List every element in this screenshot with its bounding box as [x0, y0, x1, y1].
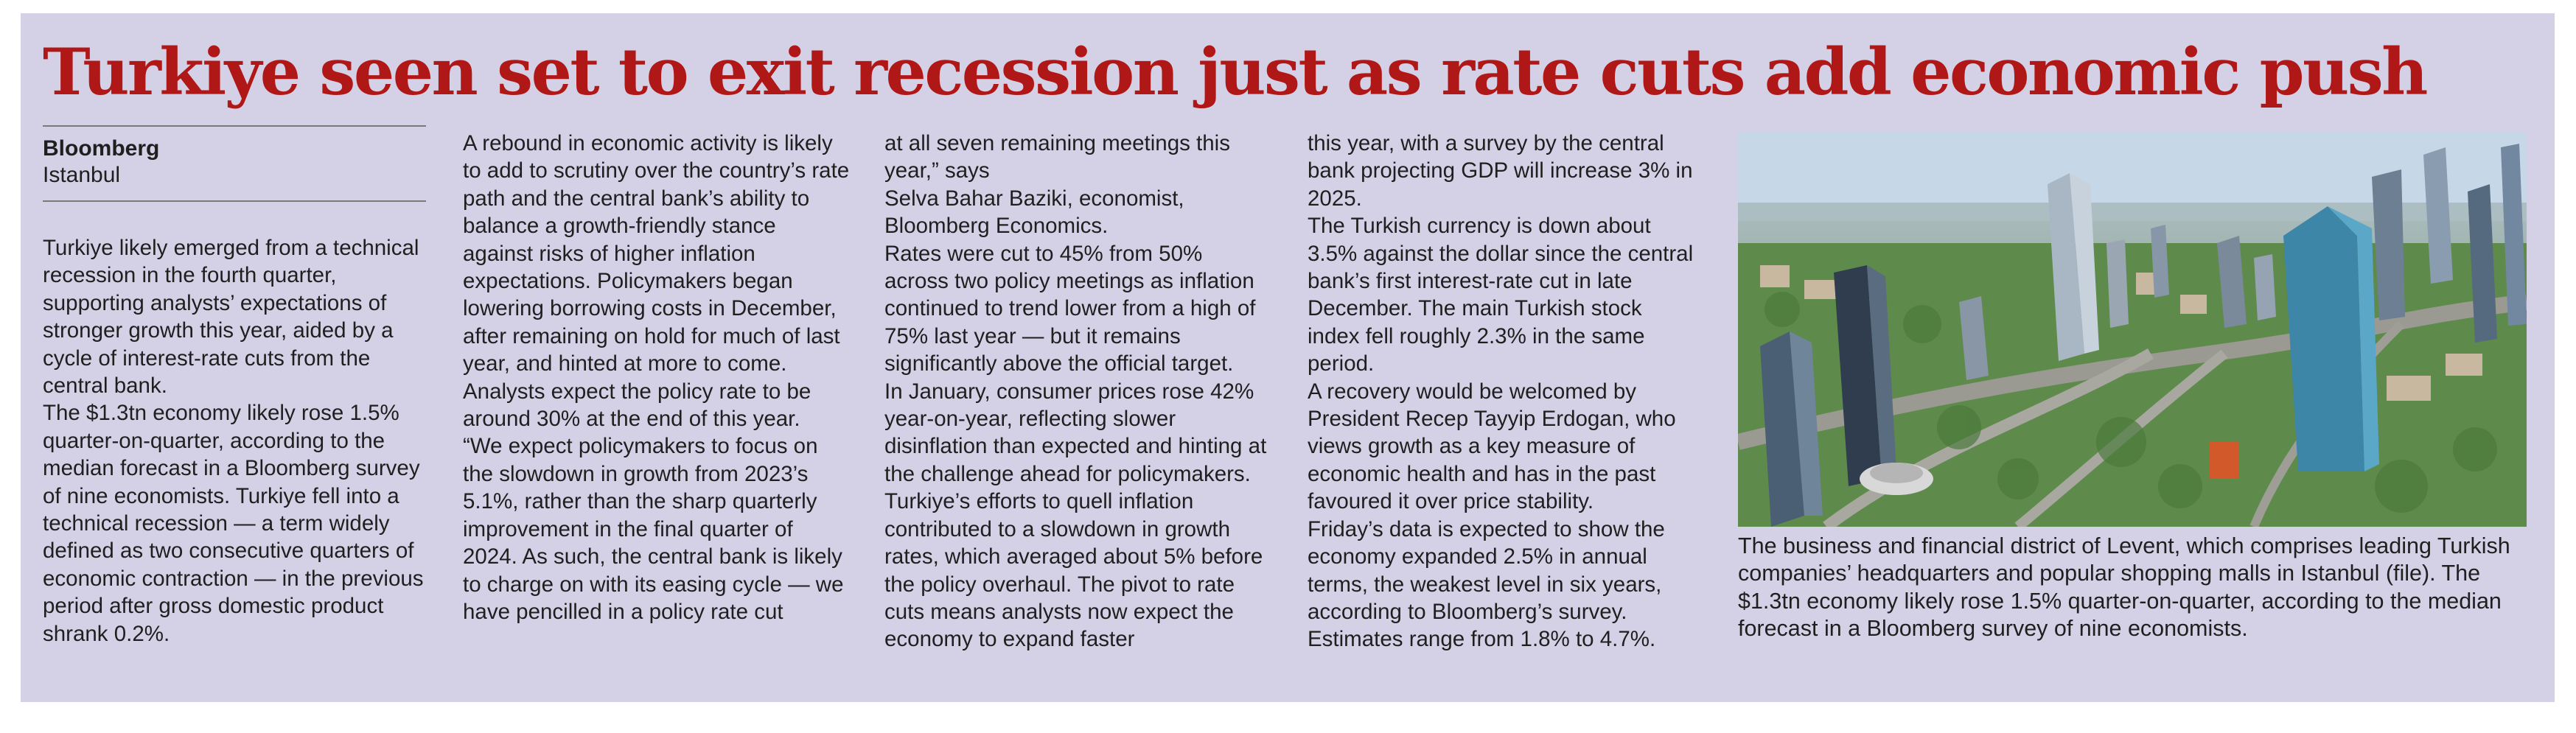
- byline-name: Bloomberg: [43, 136, 160, 161]
- paragraph: A rebound in economic activity is likely…: [463, 131, 850, 432]
- article-column-4: this year, with a survey by the central …: [1308, 130, 1694, 653]
- paragraph: this year, with a survey by the central …: [1308, 131, 1693, 211]
- headline: Turkiye seen set to exit recession just …: [43, 34, 2428, 110]
- paragraph: Selva Bahar Baziki, economist, Bloomberg…: [884, 186, 1184, 239]
- paragraph: In January, consumer prices rose 42% yea…: [884, 379, 1267, 486]
- paragraph: Turkiye likely emerged from a technical …: [43, 236, 419, 399]
- paragraph: Rates were cut to 45% from 50% across tw…: [884, 241, 1256, 376]
- article-column-1: Bloomberg Istanbul Turkiye likely emerge…: [43, 125, 426, 648]
- levent-district-photo: [1738, 133, 2527, 527]
- article-column-3: at all seven remaining meetings this yea…: [884, 130, 1271, 653]
- article-column-2: A rebound in economic activity is likely…: [463, 130, 850, 625]
- byline-location: Istanbul: [43, 163, 121, 187]
- skyline-illustration: [1738, 133, 2527, 527]
- paragraph: The $1.3tn economy likely rose 1.5% quar…: [43, 401, 424, 646]
- paragraph: A recovery would be welcomed by Presiden…: [1308, 379, 1676, 514]
- byline: Bloomberg Istanbul: [43, 125, 426, 202]
- paragraph: at all seven remaining meetings this yea…: [884, 131, 1230, 183]
- paragraph: Turkiye’s efforts to quell inflation con…: [884, 489, 1263, 652]
- newspaper-article: Turkiye seen set to exit recession just …: [21, 13, 2555, 702]
- paragraph: Friday’s data is expected to show the ec…: [1308, 516, 1665, 652]
- photo-caption: The business and financial district of L…: [1738, 533, 2510, 642]
- paragraph: “We expect policymakers to focus on the …: [463, 434, 844, 624]
- paragraph: The Turkish currency is down about 3.5% …: [1308, 214, 1694, 376]
